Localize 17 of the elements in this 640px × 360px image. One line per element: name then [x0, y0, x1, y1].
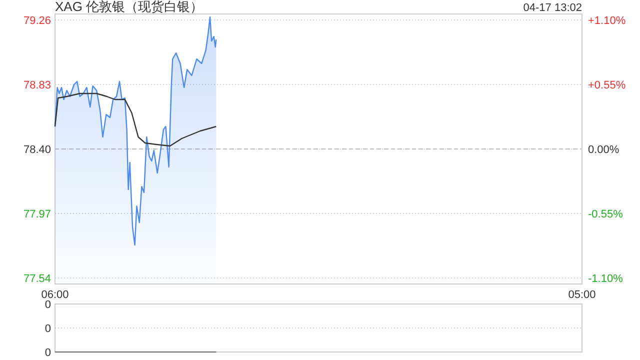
text: 04-17 13:02	[523, 2, 582, 14]
y-tick-label: 0	[44, 347, 51, 359]
y2-tick-label: -1.10%	[588, 273, 624, 286]
x-tick-label: 05:00	[568, 289, 596, 301]
y2-tick-label: +1.10%	[588, 14, 626, 27]
y-tick-label: 0	[44, 299, 51, 311]
y2-tick-label: -0.55%	[588, 208, 624, 221]
y-tick-label: 79.26	[23, 15, 51, 27]
x-tick-label: 06:00	[41, 289, 69, 301]
y-tick-label: 77.54	[23, 273, 51, 285]
chart-title: XAG 伦敦银（现货白银）	[55, 0, 204, 14]
y2-tick-label: 0.00%	[588, 144, 620, 156]
y-tick-label: 0	[44, 323, 51, 335]
y2-tick-label: +0.55%	[588, 79, 626, 92]
y-tick-label: 77.97	[23, 208, 51, 220]
y-tick-label: 78.40	[23, 144, 51, 156]
y-tick-label: 78.83	[23, 80, 51, 92]
